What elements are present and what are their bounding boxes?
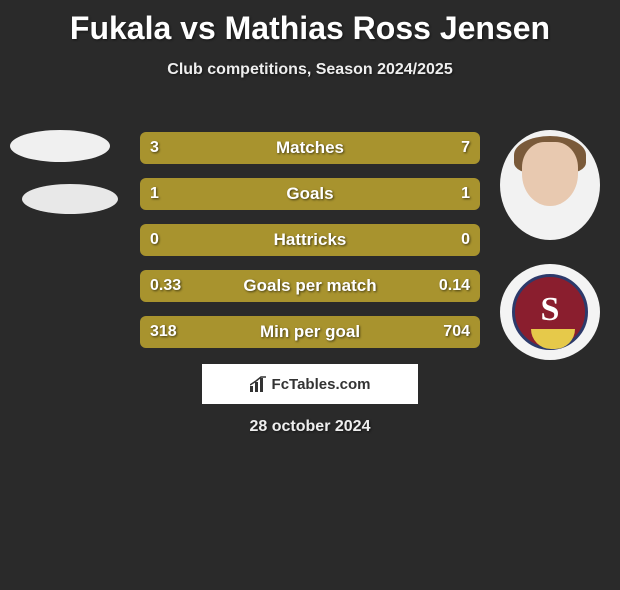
brand-badge: FcTables.com	[202, 364, 418, 404]
sparta-club-icon	[512, 274, 588, 350]
stat-label: Hattricks	[140, 224, 480, 256]
brand-text: FcTables.com	[272, 376, 371, 393]
player-right-club-badge	[500, 264, 600, 360]
stat-row: 3 Matches 7	[140, 132, 480, 164]
stat-row: 0.33 Goals per match 0.14	[140, 270, 480, 302]
stats-bars: 3 Matches 7 1 Goals 1 0 Hattricks 0 0.33…	[140, 132, 480, 362]
stat-right-value: 7	[461, 132, 470, 164]
stat-label: Matches	[140, 132, 480, 164]
bar-chart-icon	[250, 376, 268, 392]
player-right-avatar	[500, 130, 600, 240]
stat-label: Min per goal	[140, 316, 480, 348]
stat-row: 0 Hattricks 0	[140, 224, 480, 256]
date-text: 28 october 2024	[0, 418, 620, 436]
player-left-club-badge	[22, 184, 118, 214]
subtitle: Club competitions, Season 2024/2025	[0, 61, 620, 79]
stat-right-value: 1	[461, 178, 470, 210]
stat-row: 1 Goals 1	[140, 178, 480, 210]
stat-label: Goals	[140, 178, 480, 210]
player-left-avatar	[10, 130, 110, 162]
stat-row: 318 Min per goal 704	[140, 316, 480, 348]
stat-label: Goals per match	[140, 270, 480, 302]
page-title: Fukala vs Mathias Ross Jensen	[0, 10, 620, 47]
stat-right-value: 704	[443, 316, 470, 348]
stat-right-value: 0.14	[439, 270, 470, 302]
stat-right-value: 0	[461, 224, 470, 256]
